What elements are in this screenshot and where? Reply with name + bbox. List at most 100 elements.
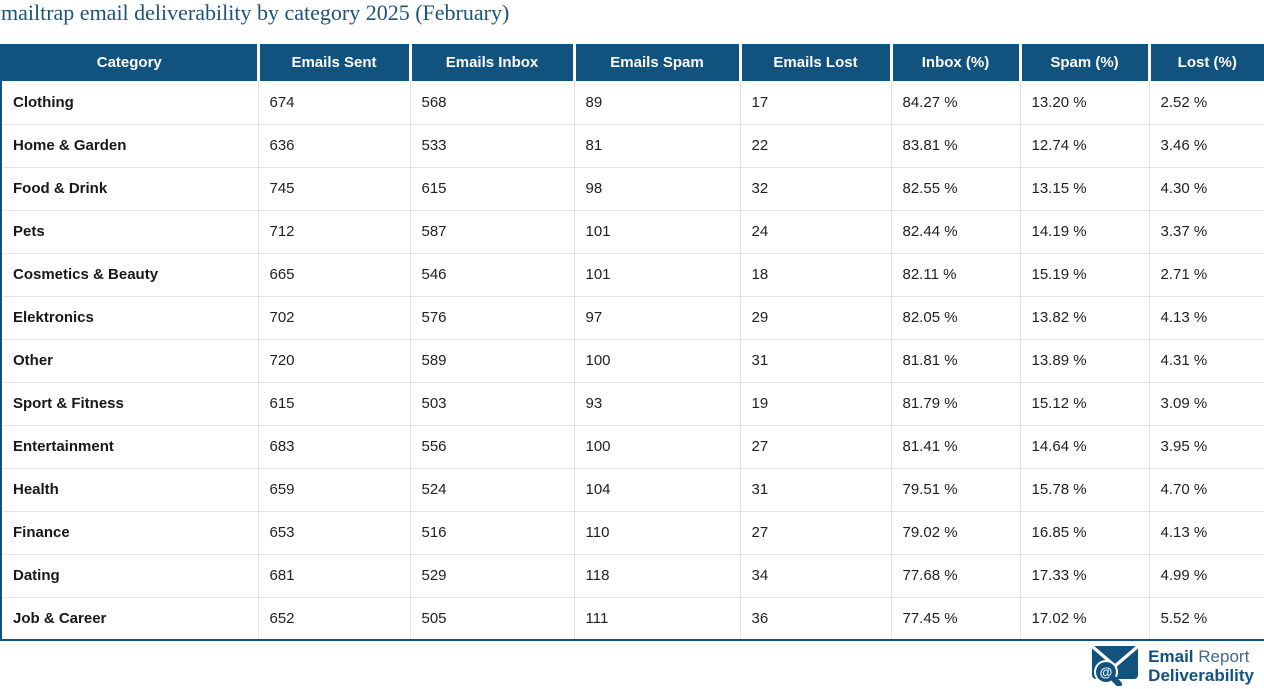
cell-emails-spam: 101 (574, 210, 741, 254)
cell-spam: 16.85 % (1020, 511, 1150, 555)
cell-emails-inbox: 505 (410, 597, 575, 640)
cell-category: Sport & Fitness (1, 382, 259, 426)
cell-inbox: 81.41 % (891, 425, 1021, 469)
cell-inbox: 77.68 % (891, 554, 1021, 598)
cell-lost: 4.70 % (1149, 468, 1264, 512)
cell-emails-lost: 31 (740, 339, 892, 383)
cell-inbox: 81.81 % (891, 339, 1021, 383)
cell-emails-inbox: 568 (410, 81, 575, 125)
cell-emails-sent: 652 (258, 597, 411, 640)
cell-emails-spam: 111 (574, 597, 741, 640)
cell-inbox: 84.27 % (891, 81, 1021, 125)
column-header-inbox: Inbox (%) (891, 44, 1022, 81)
cell-lost: 4.30 % (1149, 167, 1264, 211)
cell-category: Finance (1, 511, 259, 555)
cell-spam: 15.12 % (1020, 382, 1150, 426)
cell-emails-spam: 81 (574, 124, 741, 168)
brand-logo: @ Email Report Deliverability (1091, 645, 1254, 686)
cell-inbox: 77.45 % (891, 597, 1021, 640)
cell-emails-inbox: 615 (410, 167, 575, 211)
table-row: Finance 653 516 110 27 79.02 % 16.85 % 4.13 % (1, 511, 1264, 555)
cell-spam: 13.15 % (1020, 167, 1150, 211)
cell-inbox: 82.11 % (891, 253, 1021, 297)
cell-spam: 15.19 % (1020, 253, 1150, 297)
table-row: Cosmetics & Beauty 665 546 101 18 82.11 % 15.1… (1, 253, 1264, 297)
cell-emails-spam: 97 (574, 296, 741, 340)
cell-inbox: 79.02 % (891, 511, 1021, 555)
cell-emails-inbox: 533 (410, 124, 575, 168)
cell-emails-inbox: 576 (410, 296, 575, 340)
cell-category: Entertainment (1, 425, 259, 469)
cell-inbox: 82.55 % (891, 167, 1021, 211)
column-header-emails-spam: Emails Spam (574, 44, 742, 81)
cell-emails-lost: 32 (740, 167, 892, 211)
cell-spam: 14.19 % (1020, 210, 1150, 254)
header-row: Category Emails Sent Emails Inbox Emails Sp… (1, 44, 1264, 81)
cell-emails-sent: 636 (258, 124, 411, 168)
cell-lost: 2.71 % (1149, 253, 1264, 297)
cell-category: Elektronics (1, 296, 259, 340)
cell-lost: 5.52 % (1149, 597, 1264, 640)
cell-lost: 4.99 % (1149, 554, 1264, 598)
table-row: Job & Career 652 505 111 36 77.45 % 17.02 % 5.5… (1, 597, 1264, 640)
cell-emails-sent: 674 (258, 81, 411, 125)
cell-inbox: 82.05 % (891, 296, 1021, 340)
table-body: Clothing 674 568 89 17 84.27 % 13.20 % 2.52 % Ho… (1, 81, 1264, 640)
cell-emails-sent: 615 (258, 382, 411, 426)
cell-emails-inbox: 556 (410, 425, 575, 469)
page-title: mailtrap email deliverability by categor… (1, 0, 510, 25)
cell-emails-lost: 24 (740, 210, 892, 254)
cell-emails-inbox: 516 (410, 511, 575, 555)
cell-spam: 12.74 % (1020, 124, 1150, 168)
cell-inbox: 82.44 % (891, 210, 1021, 254)
cell-emails-sent: 683 (258, 425, 411, 469)
cell-lost: 3.09 % (1149, 382, 1264, 426)
at-glyph: @ (1100, 665, 1113, 680)
cell-emails-sent: 712 (258, 210, 411, 254)
table-header: Category Emails Sent Emails Inbox Emails Sp… (1, 44, 1264, 81)
cell-emails-sent: 659 (258, 468, 411, 512)
deliverability-table: Category Emails Sent Emails Inbox Emails Sp… (0, 44, 1264, 641)
cell-lost: 4.13 % (1149, 296, 1264, 340)
cell-category: Other (1, 339, 259, 383)
table-row: Pets 712 587 101 24 82.44 % 14.19 % 3.37 % (1, 210, 1264, 254)
cell-emails-spam: 100 (574, 425, 741, 469)
cell-emails-lost: 31 (740, 468, 892, 512)
table-row: Dating 681 529 118 34 77.68 % 17.33 % 4.99 % (1, 554, 1264, 598)
cell-emails-sent: 745 (258, 167, 411, 211)
brand-word-email: Email (1148, 646, 1194, 666)
cell-emails-lost: 29 (740, 296, 892, 340)
cell-lost: 2.52 % (1149, 81, 1264, 125)
cell-spam: 13.89 % (1020, 339, 1150, 383)
cell-spam: 17.02 % (1020, 597, 1150, 640)
cell-inbox: 79.51 % (891, 468, 1021, 512)
cell-lost: 3.46 % (1149, 124, 1264, 168)
cell-lost: 4.13 % (1149, 511, 1264, 555)
cell-emails-spam: 98 (574, 167, 741, 211)
cell-inbox: 81.79 % (891, 382, 1021, 426)
cell-emails-inbox: 589 (410, 339, 575, 383)
table-row: Clothing 674 568 89 17 84.27 % 13.20 % 2.52 % (1, 81, 1264, 125)
cell-spam: 13.82 % (1020, 296, 1150, 340)
table-row: Elektronics 702 576 97 29 82.05 % 13.82 % 4.13 … (1, 296, 1264, 340)
column-header-lost: Lost (%) (1149, 44, 1264, 81)
cell-emails-inbox: 546 (410, 253, 575, 297)
cell-emails-sent: 665 (258, 253, 411, 297)
table-row: Sport & Fitness 615 503 93 19 81.79 % 15.12 % 3… (1, 382, 1264, 426)
cell-emails-spam: 89 (574, 81, 741, 125)
brand-logo-text: Email Report Deliverability (1148, 647, 1254, 685)
cell-spam: 14.64 % (1020, 425, 1150, 469)
cell-category: Dating (1, 554, 259, 598)
table-row: Food & Drink 745 615 98 32 82.55 % 13.15 % 4.30… (1, 167, 1264, 211)
cell-emails-spam: 104 (574, 468, 741, 512)
envelope-magnifier-at-icon: @ (1092, 646, 1139, 686)
cell-category: Cosmetics & Beauty (1, 253, 259, 297)
cell-emails-lost: 19 (740, 382, 892, 426)
cell-emails-spam: 100 (574, 339, 741, 383)
column-header-category: Category (1, 44, 260, 81)
table-row: Health 659 524 104 31 79.51 % 15.78 % 4.70 % (1, 468, 1264, 512)
cell-emails-lost: 18 (740, 253, 892, 297)
cell-emails-lost: 27 (740, 425, 892, 469)
table-row: Other 720 589 100 31 81.81 % 13.89 % 4.31 % (1, 339, 1264, 383)
cell-category: Food & Drink (1, 167, 259, 211)
